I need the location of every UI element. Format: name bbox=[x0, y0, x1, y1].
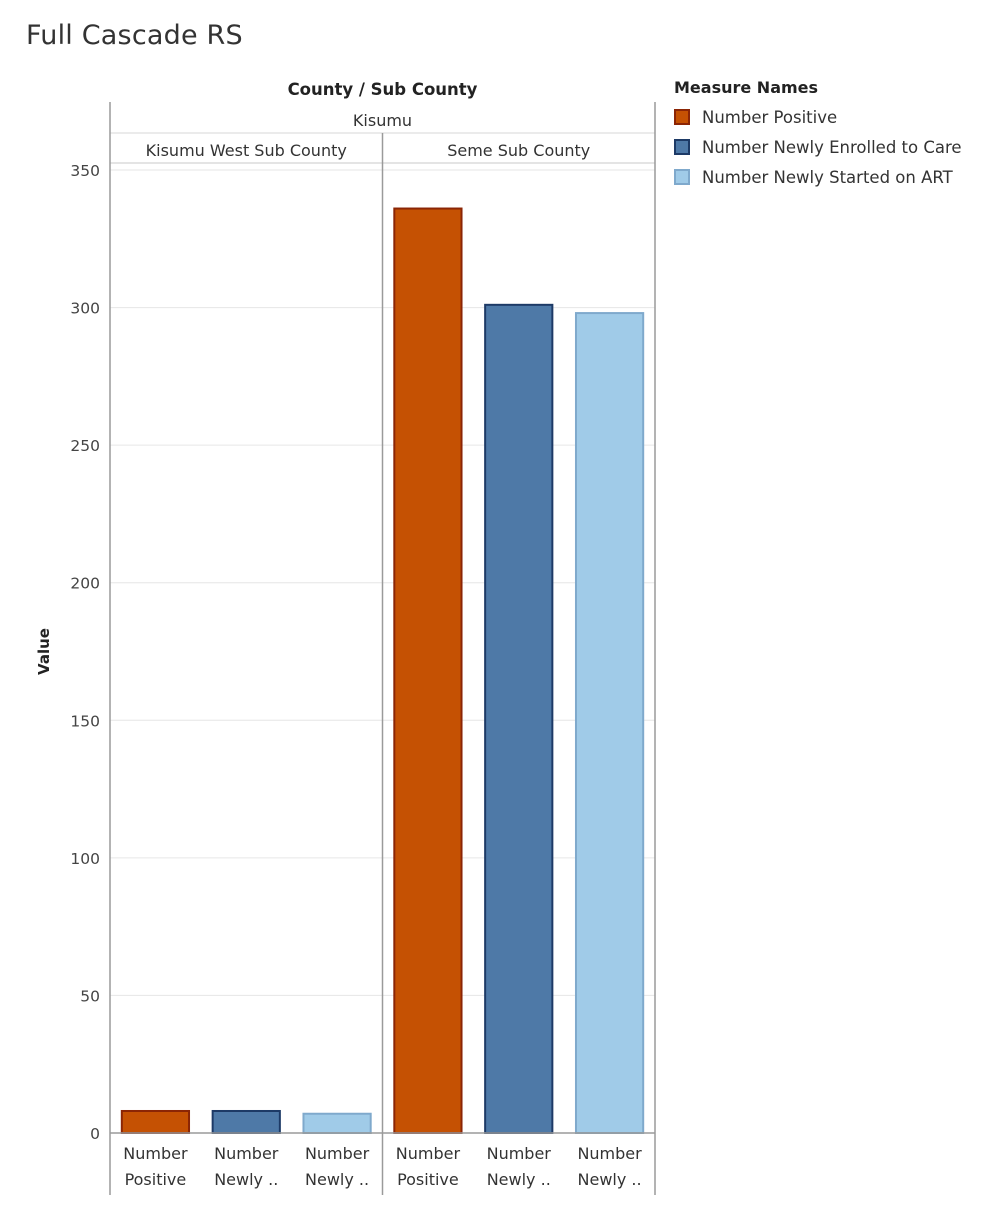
legend-item-number-newly-enrolled[interactable]: Number Newly Enrolled to Care bbox=[674, 132, 962, 162]
x-tick-label: Positive bbox=[125, 1170, 187, 1189]
county-header: Kisumu bbox=[353, 111, 412, 130]
legend-swatch-number-positive bbox=[674, 109, 690, 125]
legend-swatch-number-newly-started-art bbox=[674, 169, 690, 185]
y-tick-label: 350 bbox=[70, 162, 100, 180]
y-tick-label: 150 bbox=[70, 712, 100, 730]
legend-label: Number Positive bbox=[702, 107, 838, 127]
y-tick-label: 300 bbox=[70, 300, 100, 318]
x-tick-label: Number bbox=[305, 1144, 370, 1163]
x-tick-label: Number bbox=[577, 1144, 642, 1163]
bar bbox=[393, 207, 463, 1134]
bar bbox=[574, 312, 645, 1134]
subcounty-header: Seme Sub County bbox=[447, 141, 590, 160]
y-tick-label: 0 bbox=[90, 1125, 100, 1143]
x-tick-label: Newly .. bbox=[578, 1170, 642, 1189]
x-tick-label: Newly .. bbox=[487, 1170, 551, 1189]
x-tick-label: Number bbox=[487, 1144, 552, 1163]
subcounty-header: Kisumu West Sub County bbox=[146, 141, 347, 160]
bar bbox=[211, 1109, 281, 1134]
legend: Measure Names Number Positive Number New… bbox=[674, 78, 962, 192]
y-tick-label: 100 bbox=[70, 850, 100, 868]
legend-label: Number Newly Enrolled to Care bbox=[702, 137, 962, 157]
legend-title: Measure Names bbox=[674, 78, 819, 97]
y-tick-label: 200 bbox=[70, 575, 100, 593]
legend-item-number-positive[interactable]: Number Positive bbox=[674, 102, 962, 132]
bar bbox=[302, 1112, 372, 1134]
chart-title: Full Cascade RS bbox=[26, 20, 243, 51]
x-tick-label: Number bbox=[396, 1144, 461, 1163]
x-tick-label: Newly .. bbox=[305, 1170, 369, 1189]
x-tick-label: Newly .. bbox=[214, 1170, 278, 1189]
bar bbox=[120, 1109, 191, 1134]
y-tick-label: 250 bbox=[70, 437, 100, 455]
legend-item-number-newly-started-art[interactable]: Number Newly Started on ART bbox=[674, 162, 962, 192]
y-axis-label: Value bbox=[35, 628, 53, 675]
bar bbox=[484, 303, 554, 1134]
x-tick-label: Number bbox=[214, 1144, 279, 1163]
legend-swatch-number-newly-enrolled bbox=[674, 139, 690, 155]
y-tick-label: 50 bbox=[80, 987, 100, 1005]
x-tick-label: Number bbox=[123, 1144, 188, 1163]
column-header-title: County / Sub County bbox=[288, 80, 478, 99]
x-tick-label: Positive bbox=[397, 1170, 459, 1189]
legend-label: Number Newly Started on ART bbox=[702, 167, 953, 187]
